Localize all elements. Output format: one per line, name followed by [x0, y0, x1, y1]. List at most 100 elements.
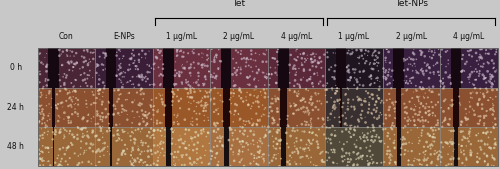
Point [433, 164, 441, 167]
Point [274, 98, 282, 101]
Point [382, 47, 390, 50]
Point [148, 134, 156, 137]
Point [48, 97, 56, 100]
Point [354, 56, 362, 59]
Point [308, 53, 316, 56]
Point [438, 82, 446, 85]
Point [440, 110, 448, 113]
Point [252, 88, 260, 91]
Point [250, 102, 258, 104]
Point [354, 157, 362, 160]
Point [416, 139, 424, 142]
Point [342, 152, 350, 154]
Point [76, 153, 84, 156]
Point [70, 103, 78, 106]
Point [238, 126, 246, 129]
Point [124, 118, 132, 121]
Point [436, 154, 444, 156]
Point [456, 102, 464, 104]
Point [34, 104, 42, 107]
Point [480, 74, 488, 77]
Point [62, 76, 70, 79]
Point [198, 63, 206, 66]
Point [98, 100, 106, 103]
Point [315, 61, 323, 64]
Point [292, 74, 300, 76]
Point [38, 159, 46, 162]
Point [204, 65, 212, 67]
Point [332, 92, 340, 95]
Point [485, 146, 493, 149]
Point [98, 136, 106, 139]
Point [181, 133, 189, 135]
Point [404, 131, 412, 134]
Point [372, 100, 380, 103]
Point [490, 80, 498, 82]
Point [432, 152, 440, 154]
Point [64, 116, 72, 118]
Point [311, 59, 319, 62]
Point [299, 155, 307, 158]
Point [307, 125, 315, 128]
Point [424, 146, 432, 148]
Point [140, 77, 148, 79]
Bar [396, 88, 402, 127]
Point [466, 151, 474, 154]
Point [256, 146, 264, 148]
Point [246, 130, 254, 132]
Point [70, 135, 78, 138]
Point [214, 113, 222, 116]
Point [401, 125, 409, 128]
Point [307, 156, 315, 159]
Point [348, 52, 356, 55]
Point [294, 129, 302, 132]
Point [324, 152, 332, 154]
Point [44, 119, 52, 122]
Point [412, 84, 420, 87]
Point [461, 165, 469, 167]
Point [212, 139, 220, 142]
Point [406, 163, 414, 166]
Point [66, 130, 74, 132]
Point [367, 74, 375, 77]
Point [186, 85, 194, 88]
Point [254, 163, 262, 166]
Point [181, 140, 189, 143]
Point [457, 122, 465, 125]
Point [213, 122, 221, 124]
Point [382, 77, 390, 80]
Point [56, 130, 64, 133]
Point [235, 95, 243, 97]
Bar [152, 88, 210, 127]
Point [146, 112, 154, 114]
Point [180, 67, 188, 69]
Point [371, 139, 379, 142]
Point [386, 114, 394, 117]
Point [490, 104, 498, 107]
Point [229, 153, 237, 156]
Point [198, 52, 206, 54]
Point [88, 85, 96, 88]
Point [284, 146, 292, 149]
Point [84, 62, 92, 64]
Point [275, 129, 283, 132]
Point [360, 52, 368, 55]
Point [252, 100, 260, 103]
Point [34, 70, 42, 73]
Point [308, 81, 316, 84]
Point [314, 100, 322, 103]
Point [266, 77, 274, 80]
Point [430, 140, 438, 143]
Point [473, 59, 481, 62]
Bar [341, 127, 342, 166]
Point [201, 154, 209, 157]
Point [250, 157, 258, 159]
Point [312, 94, 320, 96]
Point [476, 48, 484, 51]
Point [488, 85, 496, 88]
Point [110, 89, 118, 92]
Point [462, 158, 470, 160]
Point [60, 83, 68, 86]
Point [300, 130, 308, 133]
Point [135, 74, 143, 77]
